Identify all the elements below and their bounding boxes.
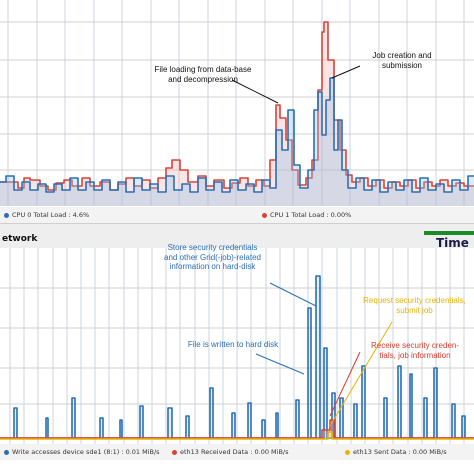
legend-item-sent: eth13 Sent Data : 0.00 MiB/s [345,448,447,456]
legend-label-cpu1: CPU 1 Total Load : 0.00% [270,211,352,219]
legend-label-write: Write accesses device sde1 (8:1) : 0.01 … [12,448,160,456]
legend-label-cpu0: CPU 0 Total Load : 4.6% [12,211,90,219]
annotation-file-loading: File loading from data-base and decompre… [154,65,252,84]
network-io-chart [0,248,474,444]
cpu1-color-dot [262,212,267,218]
cpu-load-plot [0,0,474,206]
time-label: Time [436,236,469,250]
network-io-plot [0,248,474,444]
cpu0-trace-line [0,77,474,193]
legend-item-cpu1: CPU 1 Total Load : 0.00% [262,211,351,219]
received-trace-line [0,419,474,439]
arrow-file-written [255,353,305,375]
legend-label-sent: eth13 Sent Data : 0.00 MiB/s [353,448,447,456]
arrow-file-loading [231,79,279,104]
annotation-receive-credentials: Receive security creden- tials, job info… [370,341,460,360]
arrow-receive-credentials [329,351,361,417]
sent-trace-line [0,431,474,440]
cpu-load-chart [0,0,474,206]
time-indicator-bar [424,231,474,235]
legend-item-cpu0: CPU 0 Total Load : 4.6% [4,211,89,219]
network-legend: Write accesses device sde1 (8:1) : 0.01 … [0,444,474,460]
cpu-legend: CPU 0 Total Load : 4.6% CPU 1 Total Load… [0,207,474,223]
annotation-job-creation: Job creation and submission [372,51,432,70]
received-color-dot [172,449,177,455]
annotation-request-credentials: Request security credentials, submit job [363,296,466,315]
annotation-file-written: File is written to hard disk [187,340,279,349]
network-section-header: etwork Time [0,223,474,250]
sent-color-dot [345,449,350,455]
legend-label-received: eth13 Received Data : 0.00 MiB/s [180,448,289,456]
write-color-dot [4,449,9,455]
network-section-label: etwork [2,234,38,244]
legend-item-write: Write accesses device sde1 (8:1) : 0.01 … [4,448,160,456]
cpu1-trace-line [0,21,474,191]
legend-item-received: eth13 Received Data : 0.00 MiB/s [172,448,288,456]
cpu0-color-dot [4,212,9,218]
arrow-store-credentials [269,282,317,307]
arrow-request-credentials [329,321,393,427]
annotation-store-credentials: Store security credentials and other Gri… [164,243,261,271]
arrow-job-creation [331,65,361,79]
grid-lines [0,0,474,206]
